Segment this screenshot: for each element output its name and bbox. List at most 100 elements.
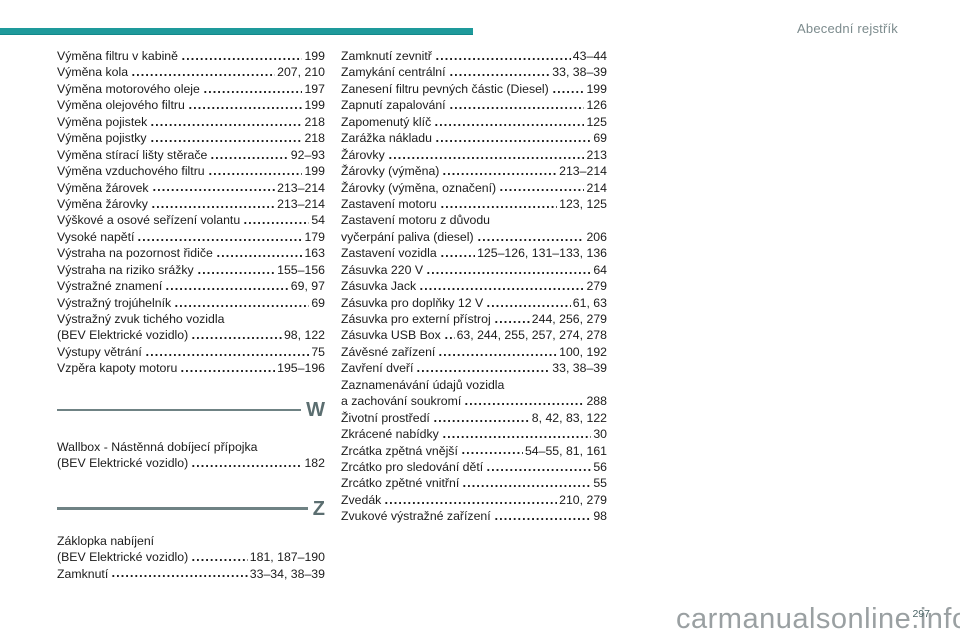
dot-leader [493, 311, 530, 328]
dot-leader [243, 212, 310, 229]
entry-pages: 199 [586, 81, 607, 96]
entry-pages: 197 [304, 81, 325, 96]
index-entry: Životní prostředí 8, 42, 83, 122 [341, 409, 607, 427]
dot-leader [202, 80, 303, 98]
dot-leader [149, 130, 303, 147]
dot-leader [441, 426, 592, 443]
entry-pages: 199 [304, 164, 325, 179]
index-entry: Výměna pojistky 218 [57, 130, 325, 147]
index-entry: a zachování soukromí 288 [341, 393, 607, 410]
dot-leader [486, 458, 592, 476]
index-entry: vyčerpání paliva (diesel) 206 [341, 228, 607, 246]
dot-leader [464, 393, 585, 410]
entry-pages: 69 [593, 131, 607, 146]
entry-label: Výměna vzduchového filtru [57, 164, 205, 179]
index-entry: Zrcátko pro sledování dětí 56 [341, 458, 607, 476]
index-entry: Zastavení vozidla 125–126, 131–133, 136 [341, 245, 607, 262]
entry-label: Výstraha na pozornost řidiče [57, 246, 213, 261]
entry-pages: 98, 122 [283, 328, 325, 343]
entry-pages: 63, 244, 255, 257, 274, 278 [456, 328, 607, 343]
dot-leader [476, 228, 585, 246]
entry-label: Zapnutí zapalování [341, 98, 446, 113]
index-entry: (BEV Elektrické vozidlo) 181, 187–190 [57, 549, 325, 566]
dot-leader [416, 360, 551, 377]
entry-label: Wallbox - Nástěnná dobíjecí přípojka [57, 439, 258, 454]
entry-label: Výměna filtru v kabině [57, 49, 178, 63]
entry-label: Výstražný zvuk tichého vozidla [57, 312, 225, 326]
entry-label: Výměna pojistky [57, 131, 147, 146]
entry-pages: 126 [586, 98, 607, 113]
entry-label: Zásuvka Jack [341, 279, 417, 294]
index-entry: Výměna motorového oleje 197 [57, 80, 325, 98]
dot-leader [191, 327, 282, 344]
entry-pages: 207, 210 [277, 65, 325, 80]
index-entry: Zapomenutý klíč 125 [341, 113, 607, 131]
entry-label: Zapomenutý klíč [341, 114, 432, 129]
accent-bar [0, 28, 473, 35]
entry-pages: 199 [304, 49, 325, 63]
entry-pages: 92–93 [290, 147, 325, 162]
index-entry: Výměna pojistek 218 [57, 113, 325, 131]
entry-label: Zrcátko zpětné vnitřní [341, 476, 460, 491]
index-entry: Závěsné zařízení 100, 192 [341, 343, 607, 361]
dot-leader [111, 565, 248, 582]
entry-label: Zamknutí zevnitř [341, 49, 432, 63]
index-entry: Výškové a osové seřízení volantu 54 [57, 212, 325, 229]
dot-leader [434, 48, 571, 65]
entry-label: Výstupy větrání [57, 344, 142, 359]
entry-pages: 195–196 [277, 361, 325, 376]
entry-label: Záklopka nabíjení [57, 533, 155, 548]
index-left-column: Výměna filtru v kabině 199 Výměna kola 207,… [57, 48, 325, 582]
entry-label: Zásuvka USB Box [341, 328, 441, 343]
index-entry: (BEV Elektrické vozidlo) 182 [57, 455, 325, 472]
entry-pages: 244, 256, 279 [531, 312, 607, 326]
index-entry: Žárovky 213 [341, 146, 607, 164]
entry-label: Zkrácené nabídky [341, 427, 439, 442]
entry-pages: 213–214 [277, 196, 325, 211]
dot-leader [462, 475, 592, 492]
entry-label: Zrcátka zpětná vnější [341, 443, 458, 458]
dot-leader [215, 245, 303, 262]
dot-leader [551, 80, 585, 98]
dot-leader [387, 146, 585, 164]
entry-pages: 288 [586, 394, 607, 409]
index-entry: Výstraha na riziko srážky 155–156 [57, 261, 325, 279]
index-entry: Zkrácené nabídky 30 [341, 426, 607, 443]
entry-pages: 199 [304, 98, 325, 113]
index-entry: Výměna kola 207, 210 [57, 64, 325, 81]
page-header: Abecední rejstřík [797, 21, 898, 36]
entry-pages: 69 [311, 295, 325, 310]
entry-pages: 123, 125 [559, 196, 607, 211]
entry-label: Zaznamenávání údajů vozidla [341, 377, 505, 392]
index-entry: Zastavení motoru z důvodu [341, 212, 607, 228]
entry-pages: 218 [304, 114, 325, 129]
index-entry: Vysoké napětí 179 [57, 228, 325, 246]
index-entry: Wallbox - Nástěnná dobíjecí přípojka [57, 439, 325, 455]
entry-label: Zvedák [341, 492, 382, 507]
entry-pages: 56 [593, 459, 607, 474]
entry-pages: 214 [586, 180, 607, 195]
entry-label: (BEV Elektrické vozidlo) [57, 456, 189, 471]
dot-leader [187, 97, 303, 114]
entry-label: Žárovky [341, 147, 385, 162]
entry-label: (BEV Elektrické vozidlo) [57, 328, 189, 343]
dot-leader [493, 508, 592, 525]
entry-pages: 218 [304, 131, 325, 146]
dot-leader [443, 327, 455, 344]
entry-pages: 279 [586, 279, 607, 294]
entry-pages: 33–34, 38–39 [249, 566, 325, 581]
index-entry: Zavření dveří 33, 38–39 [341, 360, 607, 377]
section-divider-line [57, 408, 302, 411]
entry-label: Výměna olejového filtru [57, 98, 185, 113]
dot-leader [180, 48, 303, 65]
entry-label: Vysoké napětí [57, 229, 135, 244]
entry-pages: 163 [304, 246, 325, 261]
entry-pages: 206 [586, 229, 607, 244]
index-entry: Žárovky (výměna) 213–214 [341, 163, 607, 180]
section-letter: Z [312, 497, 325, 520]
entry-label: Závěsné zařízení [341, 344, 436, 359]
dot-leader [499, 179, 585, 196]
index-entry: Zrcátka zpětná vnější 54–55, 81, 161 [341, 442, 607, 459]
dot-leader [434, 113, 585, 131]
